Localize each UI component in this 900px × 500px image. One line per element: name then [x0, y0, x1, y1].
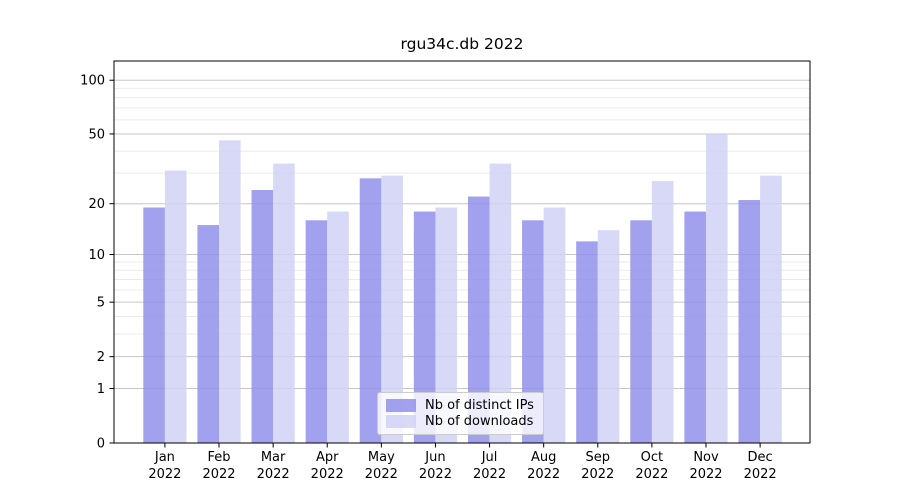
x-axis-tick-label-month: Apr [316, 450, 339, 465]
bar-nb-of-downloads-aug [543, 207, 566, 443]
bar-nb-of-distinct-ips-may [359, 178, 382, 443]
bar-nb-of-distinct-ips-apr [305, 220, 328, 443]
x-axis-tick-label-year: 2022 [419, 467, 452, 482]
y-axis-tick-label: 10 [88, 248, 105, 263]
x-axis-tick-label-month: Nov [693, 450, 719, 465]
x-axis-tick-label-year: 2022 [473, 467, 506, 482]
x-axis-tick-label-month: May [368, 450, 395, 465]
x-axis-tick-label-year: 2022 [527, 467, 560, 482]
bar-nb-of-distinct-ips-mar [251, 189, 274, 443]
bar-nb-of-distinct-ips-feb [197, 225, 220, 443]
x-axis-tick-label-month: Feb [207, 450, 230, 465]
bar-nb-of-distinct-ips-sep [576, 241, 598, 443]
x-axis-tick-label-month: Oct [641, 450, 663, 465]
legend-item-nb-of-distinct-ips: Nb of distinct IPs [386, 398, 543, 413]
x-axis-tick-label-month: Jun [424, 450, 445, 465]
legend-swatch-nb-of-downloads [386, 415, 416, 428]
bar-nb-of-downloads-sep [597, 230, 620, 443]
x-axis-tick-label-month: Sep [586, 450, 611, 465]
x-axis-tick-label-year: 2022 [635, 467, 668, 482]
bar-nb-of-downloads-feb [219, 140, 241, 444]
bar-nb-of-downloads-mar [273, 163, 295, 443]
legend-item-nb-of-downloads: Nb of downloads [386, 414, 543, 429]
bar-nb-of-downloads-dec [760, 175, 782, 443]
x-axis-tick-label-month: Jan [154, 450, 175, 465]
bar-nb-of-downloads-nov [706, 133, 728, 443]
y-axis-tick-label: 5 [97, 296, 105, 311]
bar-nb-of-downloads-may [381, 175, 403, 443]
bar-nb-of-distinct-ips-jan [143, 207, 165, 443]
x-axis-tick-label-year: 2022 [581, 467, 614, 482]
bar-nb-of-distinct-ips-oct [630, 220, 652, 443]
y-axis-tick-label: 100 [80, 74, 105, 89]
x-axis-tick-label-year: 2022 [257, 467, 290, 482]
x-axis-tick-label-year: 2022 [311, 467, 344, 482]
x-axis-tick-label-month: Mar [261, 450, 286, 465]
legend-label: Nb of downloads [425, 414, 534, 429]
legend-swatch-nb-of-distinct-ips [386, 399, 416, 412]
y-axis-tick-label: 0 [97, 437, 105, 452]
bar-nb-of-distinct-ips-dec [738, 200, 761, 443]
chart-title: rgu34c.db 2022 [400, 35, 524, 53]
bar-nb-of-distinct-ips-aug [522, 220, 544, 443]
plot-border [113, 60, 811, 444]
x-axis-tick-label-year: 2022 [689, 467, 722, 482]
x-axis-tick-label-month: Dec [748, 450, 773, 465]
y-axis-tick-label: 1 [97, 382, 105, 397]
bar-nb-of-downloads-apr [327, 211, 349, 443]
x-axis-tick-label-month: Jul [481, 450, 498, 465]
x-axis-tick-label-year: 2022 [148, 467, 181, 482]
y-axis-tick-label: 20 [88, 197, 105, 212]
bar-nb-of-distinct-ips-jun [413, 211, 436, 443]
bar-nb-of-downloads-jun [435, 207, 458, 443]
y-axis-tick-label: 2 [97, 350, 105, 365]
bar-nb-of-downloads-oct [651, 181, 674, 443]
bar-nb-of-downloads-jan [164, 170, 187, 444]
bar-nb-of-distinct-ips-nov [684, 211, 706, 443]
y-axis-tick-label: 50 [88, 127, 105, 142]
x-axis-tick-label-year: 2022 [365, 467, 398, 482]
x-axis-tick-label-year: 2022 [744, 467, 777, 482]
x-axis-tick-label-year: 2022 [202, 467, 235, 482]
bar-nb-of-downloads-jul [489, 163, 512, 443]
legend: Nb of distinct IPs Nb of downloads [377, 392, 544, 435]
bar-nb-of-distinct-ips-jul [467, 196, 490, 443]
x-axis-tick-label-month: Aug [531, 450, 556, 465]
legend-label: Nb of distinct IPs [425, 398, 534, 413]
